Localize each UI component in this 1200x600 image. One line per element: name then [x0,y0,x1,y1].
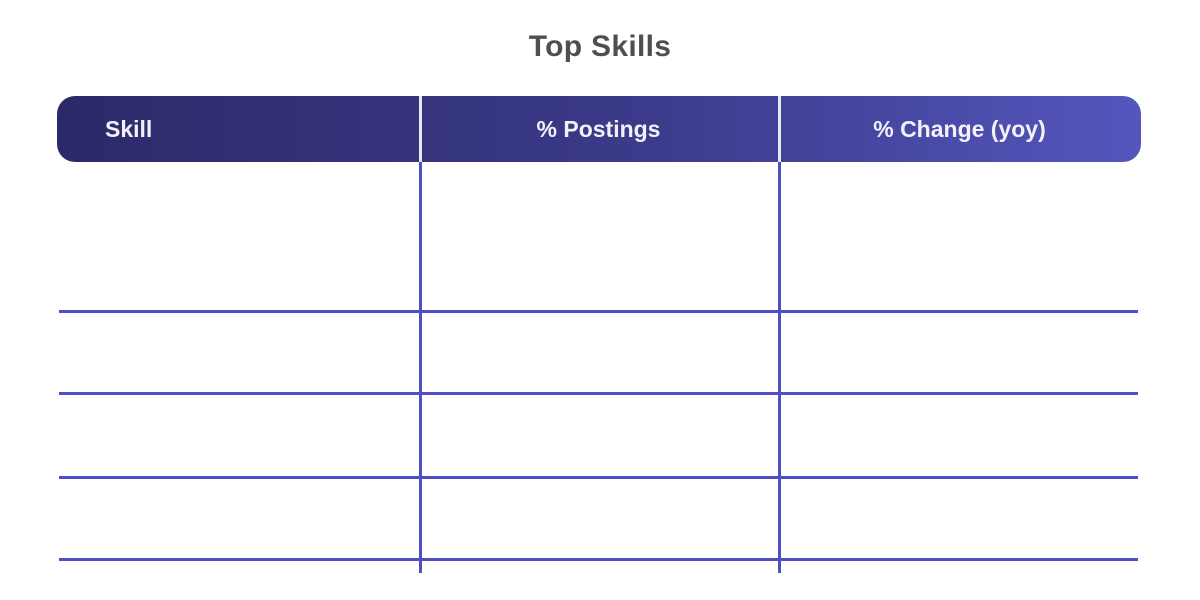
table-cell [57,326,419,408]
column-divider-line [778,162,781,573]
table-row [57,244,1141,326]
table-cell [419,326,778,408]
column-header-change-yoy: % Change (yoy) [873,115,1046,142]
column-header-skill: Skill [105,115,153,142]
table-row [57,326,1141,408]
row-divider-line [59,392,1138,395]
table-cell [778,244,1141,326]
header-column-divider [419,96,422,162]
row-divider-line [59,476,1138,479]
table-body [57,162,1141,573]
row-divider-line [59,558,1138,561]
table-cell [57,244,419,326]
table-row [57,162,1141,244]
header-column-divider [778,96,781,162]
table-cell [778,326,1141,408]
table-cell [419,244,778,326]
table-cell [57,162,419,244]
row-divider-line [59,310,1138,313]
table-header-row: Skill % Postings % Change (yoy) [57,96,1141,162]
column-header-postings: % Postings [536,115,661,142]
column-divider-line [419,162,422,573]
page-title: Top Skills [528,30,672,63]
table-cell [419,162,778,244]
table-cell [778,162,1141,244]
top-skills-table: Skill % Postings % Change (yoy) [57,96,1141,573]
